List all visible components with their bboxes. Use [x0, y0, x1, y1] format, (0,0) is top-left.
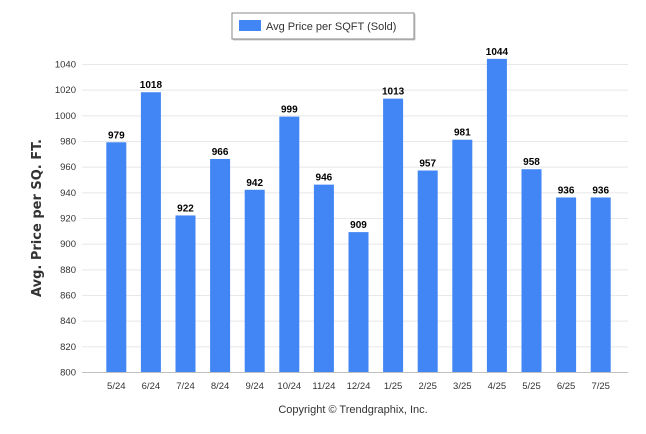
bar: [417, 170, 438, 372]
bar: [106, 142, 127, 372]
bar: [556, 197, 577, 372]
x-tick-label: 2/25: [418, 381, 437, 392]
data-label: 1018: [140, 80, 163, 91]
data-label: 936: [558, 185, 575, 196]
x-tick-label: 11/24: [312, 381, 335, 392]
x-tick-label: 8/24: [211, 381, 230, 392]
data-labels: 979 1018 922 966 942 999 946 909 1013 957 981 1044 9…: [108, 47, 610, 231]
bar: [313, 184, 334, 372]
bar: [383, 98, 404, 373]
y-tick-label: 880: [60, 265, 76, 276]
x-tick-label: 6/24: [142, 381, 161, 392]
y-tick-label: 900: [60, 239, 76, 250]
y-axis-ticks: 800 820 840 860 880 900 920 940 960 980 1000 1020 10…: [55, 60, 76, 379]
y-tick-label: 1020: [55, 85, 76, 96]
bar: [175, 215, 196, 372]
bar: [590, 197, 611, 372]
y-tick-label: 800: [60, 368, 76, 379]
data-label: 1044: [486, 47, 509, 58]
data-label: 909: [350, 220, 367, 231]
y-tick-label: 840: [60, 316, 76, 327]
y-tick-label: 1000: [55, 111, 76, 122]
y-tick-label: 1040: [55, 60, 76, 71]
data-label: 999: [281, 105, 298, 116]
data-label: 981: [454, 128, 471, 139]
data-label: 922: [177, 203, 194, 214]
x-tick-label: 6/25: [557, 381, 576, 392]
data-label: 957: [419, 159, 436, 170]
legend-swatch: [239, 20, 261, 31]
y-tick-label: 860: [60, 291, 76, 302]
x-tick-label: 5/24: [107, 381, 126, 392]
y-axis-title: Avg. Price per SQ. FT.: [30, 139, 45, 297]
bar: [452, 139, 473, 372]
bar: [244, 189, 265, 372]
x-tick-label: 1/25: [384, 381, 403, 392]
bar: [210, 158, 231, 372]
x-tick-label: 9/24: [245, 381, 264, 392]
data-label: 966: [212, 147, 229, 158]
legend-box: [231, 12, 415, 40]
legend-label: Avg Price per SQFT (Sold): [266, 21, 396, 33]
x-axis-ticks: 5/24 6/24 7/24 8/24 9/24 10/24 11/24 12/24 1/25 2…: [107, 381, 610, 392]
x-tick-label: 5/25: [522, 381, 541, 392]
data-label: 936: [592, 185, 609, 196]
y-tick-label: 960: [60, 162, 76, 173]
bar: [140, 92, 161, 372]
bar: [486, 58, 507, 372]
copyright-text: Copyright © Trendgraphix, Inc.: [278, 404, 427, 416]
data-label: 1013: [382, 87, 405, 98]
legend: Avg Price per SQFT (Sold): [231, 12, 416, 41]
data-label: 942: [246, 178, 263, 189]
x-tick-label: 7/24: [176, 381, 195, 392]
bar: [279, 116, 300, 372]
data-label: 958: [523, 157, 540, 168]
y-tick-label: 820: [60, 342, 76, 353]
x-tick-label: 12/24: [347, 381, 371, 392]
bar: [521, 169, 542, 372]
data-label: 946: [316, 173, 333, 184]
x-tick-label: 7/25: [591, 381, 610, 392]
y-tick-label: 920: [60, 214, 76, 225]
x-tick-label: 10/24: [277, 381, 301, 392]
x-tick-label: 4/25: [488, 381, 507, 392]
bar: [348, 232, 369, 372]
y-tick-label: 980: [60, 137, 76, 148]
y-tick-label: 940: [60, 188, 76, 199]
data-label: 979: [108, 130, 125, 141]
bars: [106, 58, 611, 373]
x-tick-label: 3/25: [453, 381, 472, 392]
